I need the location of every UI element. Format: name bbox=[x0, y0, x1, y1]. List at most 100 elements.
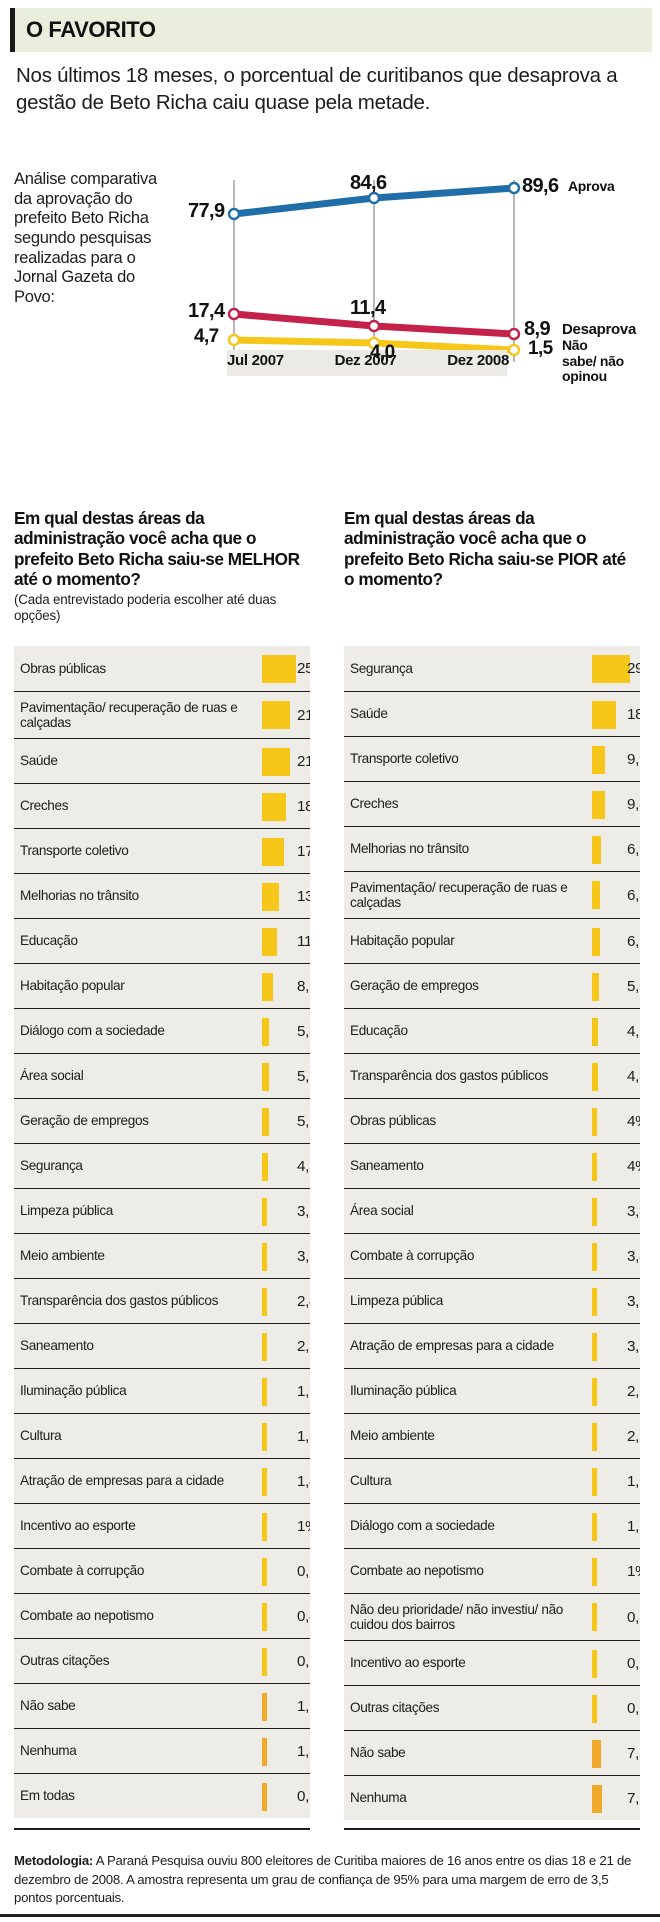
bar-row[interactable]: Cultura 1,8% bbox=[14, 1413, 310, 1458]
bar-fill bbox=[592, 881, 601, 909]
bar-fill bbox=[262, 1063, 269, 1091]
bar-fill bbox=[262, 1648, 267, 1676]
bar-row-value: 1,6% bbox=[627, 1472, 640, 1490]
bar-row[interactable]: Geração de empregos 5,1% bbox=[14, 1098, 310, 1143]
bar-row[interactable]: Meio ambiente 3,3% bbox=[14, 1233, 310, 1278]
bar-row[interactable]: Melhorias no trânsito 6,9% bbox=[344, 826, 640, 871]
bar-row[interactable]: Limpeza pública 3,5% bbox=[14, 1188, 310, 1233]
bar-row[interactable]: Não deu prioridade/ não investiu/ não cu… bbox=[344, 1593, 640, 1640]
bar-row-value: 3,5% bbox=[627, 1292, 640, 1310]
bar-row[interactable]: Outras citações 0,6% bbox=[344, 1685, 640, 1730]
bar-row[interactable]: Habitação popular 6,1% bbox=[344, 918, 640, 963]
bar-fill bbox=[592, 655, 631, 683]
bar-row[interactable]: Melhorias no trânsito 13,3% bbox=[14, 873, 310, 918]
bar-row[interactable]: Transparência dos gastos públicos 2,4% bbox=[14, 1278, 310, 1323]
bar-row[interactable]: Creches 18,5% bbox=[14, 783, 310, 828]
bar-fill bbox=[262, 1018, 269, 1046]
bar-row[interactable]: Atração de empresas para a cidade 3,1% bbox=[344, 1323, 640, 1368]
bar-row-label: Educação bbox=[20, 933, 78, 949]
bar-row[interactable]: Combate à corrupção 0,6% bbox=[14, 1548, 310, 1593]
bar-row-label: Não deu prioridade/ não investiu/ não cu… bbox=[350, 1601, 564, 1632]
bar-row[interactable]: Obras públicas 25,9% bbox=[14, 646, 310, 691]
bar-fill bbox=[592, 973, 600, 1001]
bar-row[interactable]: Nenhuma 1,8% bbox=[14, 1728, 310, 1773]
bar-row[interactable]: Educação 11,4% bbox=[14, 918, 310, 963]
bar-row-label: Atração de empresas para a cidade bbox=[350, 1338, 554, 1354]
bar-row-value: 21,5% bbox=[297, 752, 310, 770]
bar-fill bbox=[262, 1198, 267, 1226]
bar-row-value: 1% bbox=[627, 1562, 640, 1580]
bar-row-label: Obras públicas bbox=[350, 1113, 436, 1129]
bar-row[interactable]: Área social 5,1% bbox=[14, 1053, 310, 1098]
bar-row[interactable]: Combate à corrupção 3,8% bbox=[344, 1233, 640, 1278]
bar-row[interactable]: Saneamento 4% bbox=[344, 1143, 640, 1188]
bar-row[interactable]: Segurança 4,3% bbox=[14, 1143, 310, 1188]
bar-row[interactable]: Limpeza pública 3,5% bbox=[344, 1278, 640, 1323]
series-point-aprova-1 bbox=[227, 207, 241, 221]
bar-row[interactable]: Saúde 21,5% bbox=[14, 738, 310, 783]
bar-row[interactable]: Em todas 0,5% bbox=[14, 1773, 310, 1818]
bar-row[interactable]: Não sabe 7,3% bbox=[344, 1730, 640, 1775]
bar-row[interactable]: Atração de empresas para a cidade 1,4% bbox=[14, 1458, 310, 1503]
bar-row-value: 0,1% bbox=[297, 1652, 310, 1670]
bar-row[interactable]: Segurança 29,3% bbox=[344, 646, 640, 691]
bar-row[interactable]: Nenhuma 7,6% bbox=[344, 1775, 640, 1820]
bar-row-value: 29,3% bbox=[627, 660, 640, 677]
bar-row-label: Habitação popular bbox=[20, 978, 125, 994]
bar-row[interactable]: Pavimentação/ recuperação de ruas e calç… bbox=[344, 871, 640, 918]
bar-row[interactable]: Transporte coletivo 9,9% bbox=[344, 736, 640, 781]
bar-row[interactable]: Creches 9,8% bbox=[344, 781, 640, 826]
bar-row-label: Pavimentação/ recuperação de ruas e calç… bbox=[350, 879, 568, 910]
question-column-worst: Em qual destas áreas da administração vo… bbox=[344, 508, 640, 590]
bar-row[interactable]: Diálogo com a sociedade 5,3% bbox=[14, 1008, 310, 1053]
bar-row-value: 3,5% bbox=[297, 1202, 310, 1220]
bar-row[interactable]: Iluminação pública 1,9% bbox=[14, 1368, 310, 1413]
bar-row-label: Outras citações bbox=[350, 1700, 440, 1716]
value-desaprova-jul2007: 17,4 bbox=[188, 300, 225, 322]
bar-row-label: Limpeza pública bbox=[350, 1293, 443, 1309]
bar-row[interactable]: Habitação popular 8,6% bbox=[14, 963, 310, 1008]
methodology-text: A Paraná Pesquisa ouviu 800 eleitores de… bbox=[14, 1853, 632, 1906]
bar-row[interactable]: Área social 3,8% bbox=[344, 1188, 640, 1233]
bar-row-label: Creches bbox=[20, 798, 69, 814]
bar-row[interactable]: Transparência dos gastos públicos 4,3% bbox=[344, 1053, 640, 1098]
bar-row[interactable]: Geração de empregos 5,6% bbox=[344, 963, 640, 1008]
bar-row[interactable]: Outras citações 0,1% bbox=[14, 1638, 310, 1683]
bar-fill bbox=[262, 1333, 267, 1361]
bottom-rule bbox=[0, 1914, 660, 1917]
bar-row-value: 3,8% bbox=[627, 1202, 640, 1220]
bar-row-value: 1,8% bbox=[297, 1742, 310, 1760]
bar-row[interactable]: Educação 4,6% bbox=[344, 1008, 640, 1053]
bar-fill bbox=[262, 748, 290, 776]
bar-row[interactable]: Combate ao nepotismo 0,4% bbox=[14, 1593, 310, 1638]
bar-row-label: Melhorias no trânsito bbox=[20, 888, 139, 904]
bar-row[interactable]: Não sabe 1,9% bbox=[14, 1683, 310, 1728]
bar-row[interactable]: Saúde 18,4% bbox=[344, 691, 640, 736]
bar-row[interactable]: Incentivo ao esporte 0,6% bbox=[344, 1640, 640, 1685]
bar-row-value: 2,5% bbox=[627, 1382, 640, 1400]
bar-row[interactable]: Combate ao nepotismo 1% bbox=[344, 1548, 640, 1593]
bar-row-value: 4,3% bbox=[627, 1067, 640, 1085]
bar-row-value: 17,3% bbox=[297, 842, 310, 860]
bar-row[interactable]: Pavimentação/ recuperação de ruas e calç… bbox=[14, 691, 310, 738]
bar-row-value: 18,5% bbox=[297, 797, 310, 815]
bar-row-label: Meio ambiente bbox=[20, 1248, 105, 1264]
bar-fill bbox=[592, 1740, 602, 1768]
bar-row[interactable]: Obras públicas 4% bbox=[344, 1098, 640, 1143]
bar-row-value: 0,4% bbox=[297, 1607, 310, 1625]
bar-fill bbox=[592, 836, 601, 864]
bar-row[interactable]: Saneamento 2,3% bbox=[14, 1323, 310, 1368]
bar-row[interactable]: Meio ambiente 2,5% bbox=[344, 1413, 640, 1458]
bar-row[interactable]: Transporte coletivo 17,3% bbox=[14, 828, 310, 873]
bar-row[interactable]: Incentivo ao esporte 1% bbox=[14, 1503, 310, 1548]
bar-row-value: 0,5% bbox=[297, 1787, 310, 1805]
bar-row[interactable]: Iluminação pública 2,5% bbox=[344, 1368, 640, 1413]
bar-row-label: Outras citações bbox=[20, 1653, 110, 1669]
bar-row[interactable]: Diálogo com a sociedade 1,1% bbox=[344, 1503, 640, 1548]
bar-row-label: Área social bbox=[20, 1068, 84, 1084]
bar-row-label: Educação bbox=[350, 1023, 408, 1039]
series-label-aprova: Aprova bbox=[568, 178, 615, 194]
bar-row[interactable]: Cultura 1,6% bbox=[344, 1458, 640, 1503]
series-label-desaprova: Desaprova bbox=[562, 321, 637, 338]
bar-fill bbox=[262, 1378, 267, 1406]
